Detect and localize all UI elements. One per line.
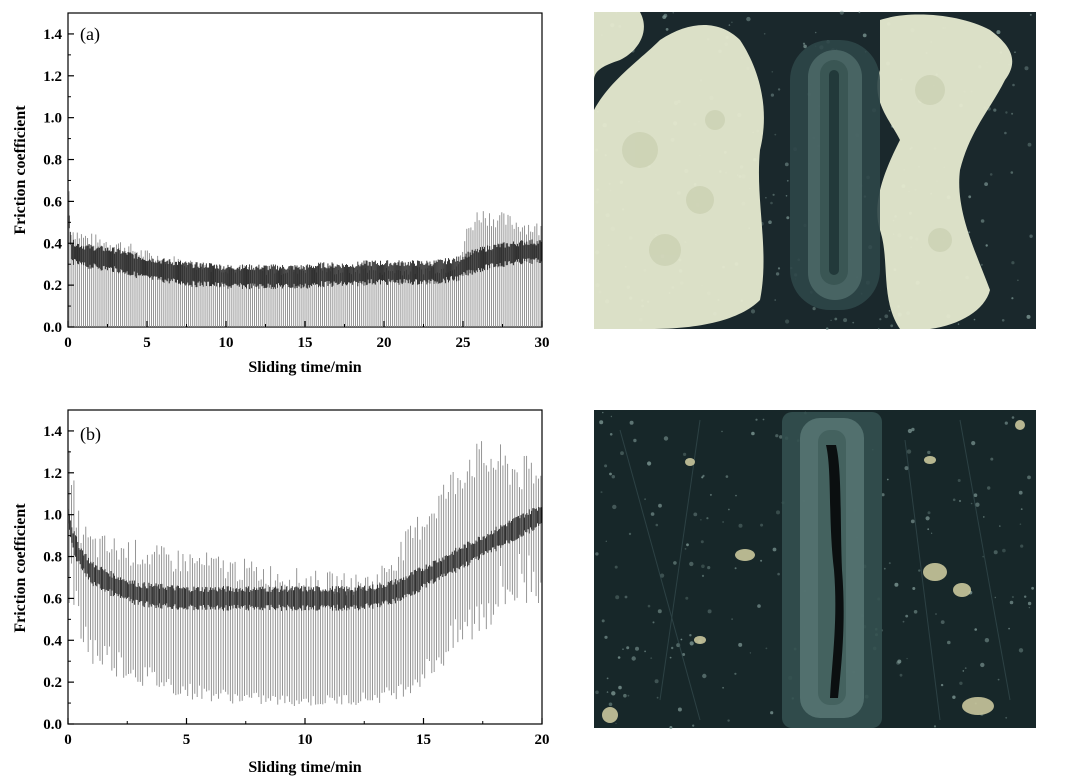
plot-frame-b <box>67 409 543 725</box>
y-tick-label: 0.6 <box>43 591 62 607</box>
series-b <box>67 441 542 706</box>
series-a <box>67 191 542 327</box>
y-tick-label: 0.4 <box>43 633 62 649</box>
y-tick-label: 1.2 <box>43 466 62 482</box>
y-axis-b: 0.0 0.2 0.4 0.6 0.8 1.0 1.2 1.4 <box>43 409 74 733</box>
y-axis-label-a: Friction coefficient <box>12 105 29 235</box>
y-tick-label: 1.4 <box>43 27 62 43</box>
x-tick-label: 5 <box>143 335 151 351</box>
panel-label-a: (a) <box>80 24 100 45</box>
y-tick-label: 0.2 <box>43 675 62 691</box>
y-tick-label: 0.8 <box>43 153 62 169</box>
y-tick-label: 0.6 <box>43 194 62 210</box>
x-tick-label: 15 <box>298 335 313 351</box>
wear-scar-photo-a <box>594 10 1036 331</box>
x-tick-label: 20 <box>377 335 392 351</box>
y-tick-label: 0.0 <box>43 320 62 336</box>
y-axis-a: 0.0 0.2 0.4 0.6 0.8 1.0 1.2 1.4 <box>43 12 74 336</box>
x-axis-label-b: Sliding time/min <box>248 759 361 776</box>
x-axis-b: 0 5 10 15 20 <box>64 718 550 748</box>
x-tick-label: 10 <box>298 732 313 748</box>
x-tick-label: 0 <box>64 335 72 351</box>
y-tick-label: 0.8 <box>43 550 62 566</box>
x-tick-label: 15 <box>416 732 431 748</box>
wear-scar-photo-b <box>594 410 1036 729</box>
y-axis-label-b: Friction coefficient <box>12 503 29 633</box>
x-axis-a: 0 5 10 15 20 25 30 <box>64 321 550 351</box>
x-tick-label: 5 <box>183 732 191 748</box>
x-tick-label: 25 <box>456 335 471 351</box>
x-tick-label: 30 <box>535 335 550 351</box>
y-tick-label: 1.4 <box>43 424 62 440</box>
x-tick-label: 0 <box>64 732 72 748</box>
chart-a: 0.0 0.2 0.4 0.6 0.8 1.0 1.2 1.4 0 5 10 15 20 25 30 (a… <box>12 12 550 376</box>
x-tick-label: 10 <box>219 335 234 351</box>
panel-label-b: (b) <box>80 424 101 445</box>
y-tick-label: 1.2 <box>43 69 62 85</box>
chart-b: 0.0 0.2 0.4 0.6 0.8 1.0 1.2 1.4 0 5 10 15 20 (b) Sl… <box>12 409 550 776</box>
y-tick-label: 0.2 <box>43 278 62 294</box>
y-tick-label: 1.0 <box>43 508 62 524</box>
x-axis-label-a: Sliding time/min <box>248 359 361 376</box>
y-tick-label: 1.0 <box>43 111 62 127</box>
x-tick-label: 20 <box>535 732 550 748</box>
y-tick-label: 0.4 <box>43 236 62 252</box>
y-tick-label: 0.0 <box>43 717 62 733</box>
